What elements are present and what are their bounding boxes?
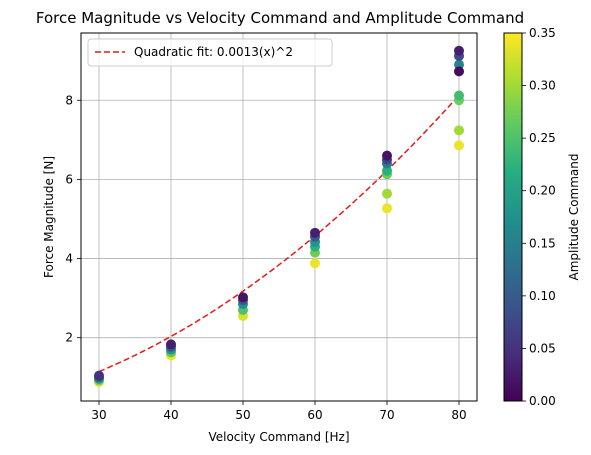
x-tick-label: 40 <box>163 408 178 422</box>
colorbar-tick-label: 0.30 <box>529 79 556 93</box>
colorbar-tick-label: 0.35 <box>529 26 556 40</box>
scatter-point <box>238 292 248 303</box>
scatter-point <box>454 90 464 101</box>
scatter-point <box>454 66 464 77</box>
x-tick-label: 50 <box>235 408 250 422</box>
colorbar-tick-label: 0.25 <box>529 131 556 145</box>
scatter-point <box>382 188 392 199</box>
y-axis-ticks: 2 4 6 8 <box>65 93 81 345</box>
y-tick-label: 6 <box>65 172 73 186</box>
y-tick-label: 8 <box>65 93 73 107</box>
scatter-point <box>310 227 320 238</box>
x-tick-label: 70 <box>379 408 394 422</box>
y-tick-label: 4 <box>65 252 73 266</box>
scatter-points <box>94 45 464 388</box>
x-axis-ticks: 30 40 50 60 70 80 <box>91 401 467 422</box>
scatter-point <box>94 370 104 381</box>
chart-title: Force Magnitude vs Velocity Command and … <box>36 9 524 27</box>
scatter-point <box>382 150 392 161</box>
colorbar-tick-label: 0.15 <box>529 236 556 250</box>
x-axis-label: Velocity Command [Hz] <box>208 430 349 444</box>
scatter-point <box>382 203 392 214</box>
colorbar-tick-label: 0.20 <box>529 184 556 198</box>
x-tick-label: 30 <box>91 408 106 422</box>
x-tick-label: 80 <box>451 408 466 422</box>
y-tick-label: 2 <box>65 331 73 345</box>
legend: Quadratic fit: 0.0013(x)^2 <box>87 38 333 67</box>
colorbar: 0.00 0.05 0.10 0.15 0.20 0.25 0.30 0.35 Amplitu… <box>503 26 581 408</box>
scatter-point <box>310 258 320 269</box>
legend-fit-label: Quadratic fit: 0.0013(x)^2 <box>134 45 293 59</box>
x-tick-label: 60 <box>307 408 322 422</box>
scatter-point <box>454 140 464 151</box>
colorbar-tick-label: 0.00 <box>529 394 556 408</box>
scatter-point <box>454 125 464 136</box>
colorbar-tick-label: 0.05 <box>529 341 556 355</box>
plot-area: 30 40 50 60 70 80 2 4 6 8 <box>65 32 478 422</box>
plot-frame <box>80 32 478 402</box>
colorbar-label: Amplitude Command <box>567 154 581 281</box>
colorbar-tick-label: 0.10 <box>529 289 556 303</box>
quadratic-fit-curve <box>98 94 460 373</box>
legend-box <box>87 38 333 67</box>
scatter-point <box>382 165 392 176</box>
colorbar-gradient <box>503 32 523 402</box>
grid-lines <box>81 33 477 401</box>
y-axis-label: Force Magnitude [N] <box>42 156 56 278</box>
scatter-point <box>166 339 176 350</box>
scatter-point <box>454 45 464 56</box>
colorbar-ticks: 0.00 0.05 0.10 0.15 0.20 0.25 0.30 0.35 <box>522 26 556 408</box>
